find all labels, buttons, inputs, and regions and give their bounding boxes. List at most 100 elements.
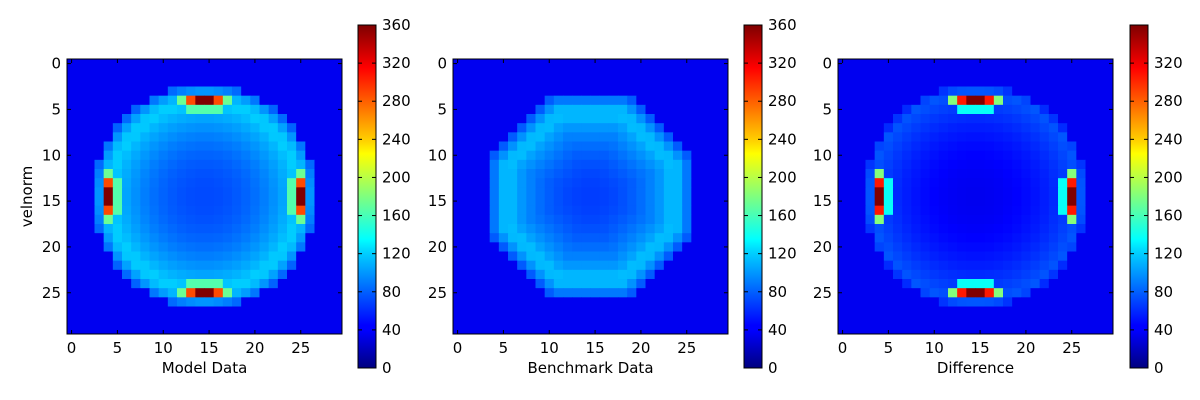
heatmap-cell: [1048, 224, 1059, 234]
heatmap-cell: [67, 306, 77, 317]
heatmap-cell: [893, 86, 903, 97]
heatmap-cell: [140, 132, 150, 142]
y-tick-label: 10: [42, 146, 61, 164]
heatmap-cell: [847, 214, 857, 225]
heatmap-cell: [938, 178, 949, 188]
heatmap-cell: [471, 214, 481, 225]
heatmap-cell: [112, 95, 123, 106]
heatmap-cell: [966, 288, 976, 298]
heatmap-cell: [112, 288, 123, 298]
heatmap-cell: [305, 95, 315, 106]
heatmap-cell: [673, 205, 683, 216]
heatmap-cell: [480, 315, 491, 326]
heatmap-cell: [654, 150, 665, 161]
heatmap-cell: [213, 279, 224, 289]
heatmap-cell: [948, 279, 958, 289]
heatmap-cell: [553, 260, 564, 271]
heatmap-cell: [277, 104, 288, 115]
heatmap-cell: [957, 214, 967, 225]
heatmap-cell: [508, 68, 518, 78]
heatmap-cell: [608, 169, 619, 179]
heatmap-cell: [122, 114, 132, 124]
heatmap-cell: [636, 306, 646, 317]
heatmap-cell: [122, 150, 132, 161]
x-tick-label: 0: [453, 339, 463, 357]
heatmap-cell: [590, 242, 601, 252]
heatmap-cell: [590, 306, 601, 317]
heatmap-cell: [618, 251, 628, 262]
heatmap-cell: [865, 288, 876, 298]
heatmap-cell: [480, 205, 491, 216]
heatmap-cell: [277, 260, 288, 271]
heatmap-cell: [709, 104, 720, 115]
heatmap-cell: [682, 77, 692, 87]
heatmap-cell: [993, 114, 1004, 124]
heatmap-cell: [250, 306, 260, 317]
y-tick-label: 0: [51, 55, 61, 73]
heatmap-cell: [122, 59, 132, 69]
heatmap-cell: [85, 306, 95, 317]
heatmap-cell: [691, 86, 701, 97]
heatmap-cell: [636, 169, 646, 179]
heatmap-cell: [902, 269, 912, 280]
heatmap-cell: [112, 159, 123, 170]
heatmap-cell: [277, 169, 288, 179]
heatmap-cell: [682, 196, 692, 207]
heatmap-cell: [636, 77, 646, 87]
heatmap-cell: [462, 178, 472, 188]
heatmap-cell: [85, 59, 95, 69]
heatmap-cell: [581, 104, 591, 115]
heatmap-cell: [122, 260, 132, 271]
heatmap-cell: [856, 214, 866, 225]
heatmap-cell: [874, 242, 885, 252]
heatmap-cell: [929, 269, 940, 280]
heatmap-cell: [1058, 159, 1068, 170]
heatmap-cell: [1058, 150, 1068, 161]
heatmap-cell: [709, 150, 720, 161]
heatmap-cell: [975, 297, 986, 307]
heatmap-cell: [1048, 288, 1059, 298]
heatmap-cell: [572, 95, 582, 106]
heatmap-cell: [1067, 324, 1077, 335]
heatmap-cell: [911, 205, 921, 216]
heatmap-cell: [535, 279, 546, 289]
colorbar-tick-label: 40: [768, 321, 787, 339]
heatmap-cell: [902, 297, 912, 307]
heatmap-cell: [663, 159, 674, 170]
heatmap-cell: [957, 242, 967, 252]
heatmap-cell: [618, 315, 628, 326]
heatmap-cell: [1094, 68, 1105, 78]
heatmap-cell: [471, 141, 481, 152]
heatmap-cell: [682, 68, 692, 78]
heatmap-cell: [700, 187, 711, 197]
heatmap-cell: [599, 132, 610, 142]
heatmap-cell: [975, 104, 986, 115]
heatmap-cell: [85, 132, 95, 142]
heatmap-cell: [618, 324, 628, 335]
heatmap-cell: [526, 59, 536, 69]
heatmap-cell: [204, 279, 215, 289]
heatmap-cell: [1012, 214, 1022, 225]
heatmap-cell: [682, 297, 692, 307]
heatmap-cell: [277, 233, 288, 243]
heatmap-cell: [149, 315, 160, 326]
heatmap-cell: [957, 141, 967, 152]
heatmap-cell: [691, 288, 701, 298]
heatmap-cell: [929, 251, 940, 262]
heatmap-cell: [654, 68, 665, 78]
heatmap-cell: [948, 269, 958, 280]
heatmap-cell: [645, 114, 656, 124]
heatmap-cell: [158, 68, 169, 78]
heatmap-cell: [517, 178, 527, 188]
heatmap-cell: [112, 269, 123, 280]
heatmap-cell: [250, 114, 260, 124]
heatmap-cell: [865, 104, 876, 115]
heatmap-cell: [911, 214, 921, 225]
heatmap-cell: [682, 187, 692, 197]
heatmap-cell: [85, 251, 95, 262]
heatmap-cell: [682, 306, 692, 317]
heatmap-cell: [186, 251, 196, 262]
heatmap-cell: [718, 86, 729, 97]
heatmap-cell: [993, 123, 1004, 133]
heatmap-cell: [259, 59, 270, 69]
